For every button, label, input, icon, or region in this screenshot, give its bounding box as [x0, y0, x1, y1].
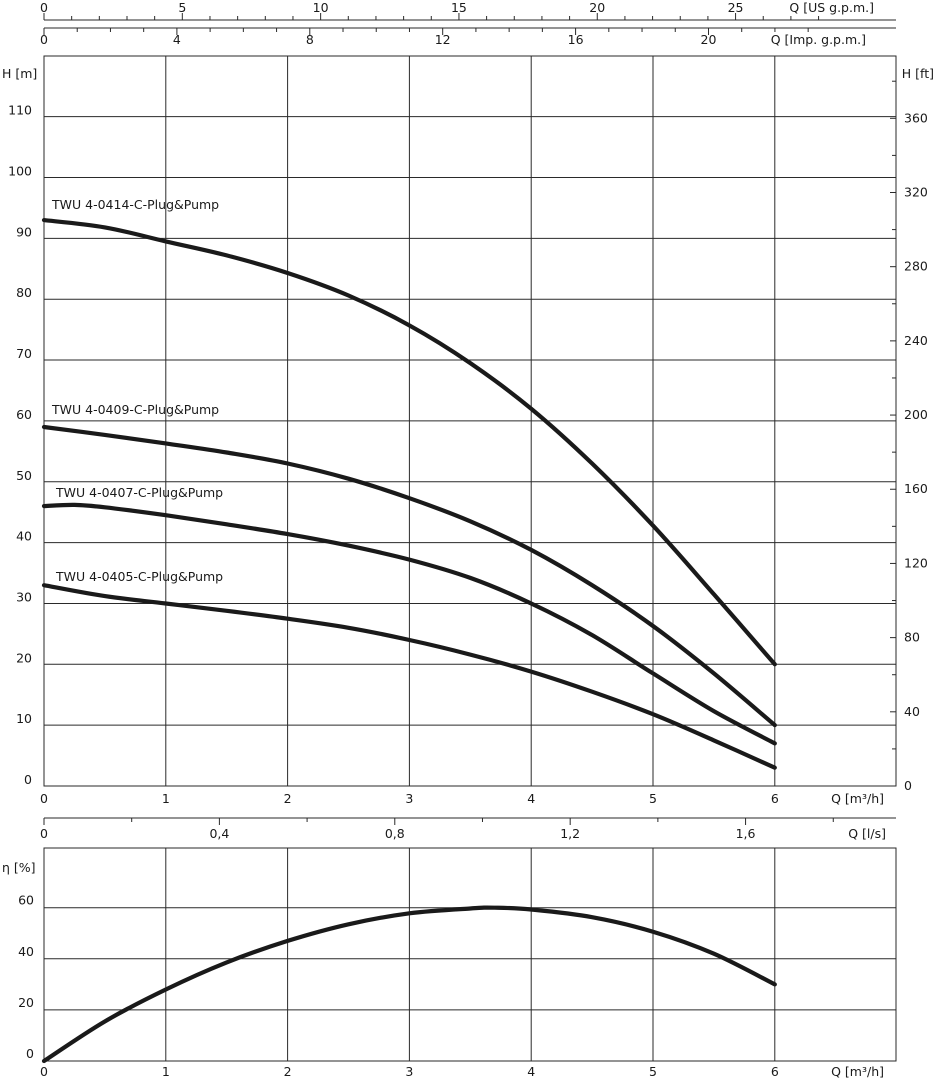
imp-gpm-tick-label: 20 — [701, 32, 717, 47]
head-ft-tick-label: 200 — [904, 407, 928, 422]
head-ft-tick-label: 40 — [904, 704, 920, 719]
head-y-tick-label: 20 — [16, 650, 32, 665]
efficiency-x-tick-label: 4 — [527, 1064, 535, 1079]
efficiency-y-axis-label: η [%] — [2, 860, 36, 875]
ls-tick-label: 1,6 — [736, 826, 756, 841]
head-ft-tick-label: 160 — [904, 481, 928, 496]
ls-tick-label: 0 — [40, 826, 48, 841]
imp-gpm-tick-label: 8 — [306, 32, 314, 47]
head-y-tick-label: 70 — [16, 346, 32, 361]
head-x-tick-label: 4 — [527, 791, 535, 806]
efficiency-x-tick-label: 6 — [771, 1064, 779, 1079]
ls-tick-label: 0,8 — [385, 826, 405, 841]
efficiency-y-tick-label: 40 — [18, 944, 34, 959]
head-y-axis-label: H [m] — [2, 66, 37, 81]
head-y-tick-label: 30 — [16, 589, 32, 604]
head-y-tick-label: 110 — [8, 103, 32, 118]
head-y-tick-label: 90 — [16, 224, 32, 239]
us-gpm-tick-label: 20 — [589, 0, 605, 15]
ls-axis-label: Q [l/s] — [848, 826, 886, 841]
head-y-tick-label: 50 — [16, 468, 32, 483]
us-gpm-axis-label: Q [US g.p.m.] — [789, 0, 874, 15]
us-gpm-tick-label: 0 — [40, 0, 48, 15]
head-ft-tick-label: 360 — [904, 110, 928, 125]
imp-gpm-tick-label: 0 — [40, 32, 48, 47]
head-ft-tick-label: 80 — [904, 630, 920, 645]
us-gpm-tick-label: 25 — [728, 0, 744, 15]
efficiency-x-tick-label: 3 — [405, 1064, 413, 1079]
us-gpm-tick-label: 5 — [178, 0, 186, 15]
efficiency-y-tick-label: 60 — [18, 893, 34, 908]
head-y-tick-label: 100 — [8, 164, 32, 179]
head-curve-label: TWU 4-0414-C-Plug&Pump — [51, 197, 219, 212]
head-curve-label: TWU 4-0407-C-Plug&Pump — [55, 485, 223, 500]
head-x-tick-label: 0 — [40, 791, 48, 806]
head-ft-tick-label: 280 — [904, 259, 928, 274]
ls-tick-label: 1,2 — [560, 826, 580, 841]
head-curve-line — [41, 502, 777, 746]
head-y-tick-label: 0 — [24, 772, 32, 787]
head-ft-tick-label: 120 — [904, 555, 928, 570]
imp-gpm-axis-label: Q [Imp. g.p.m.] — [771, 32, 866, 47]
head-ft-tick-label: 0 — [904, 778, 912, 793]
head-y-tick-label: 80 — [16, 285, 32, 300]
head-ft-tick-label: 240 — [904, 333, 928, 348]
head-x-tick-label: 6 — [771, 791, 779, 806]
efficiency-x-tick-label: 2 — [284, 1064, 292, 1079]
head-x-tick-label: 1 — [162, 791, 170, 806]
head-x-tick-label: 2 — [284, 791, 292, 806]
efficiency-y-tick-label: 0 — [26, 1046, 34, 1061]
efficiency-x-tick-label: 5 — [649, 1064, 657, 1079]
head-curve-label: TWU 4-0409-C-Plug&Pump — [51, 402, 219, 417]
imp-gpm-tick-label: 12 — [435, 32, 451, 47]
head-curve-line — [41, 424, 777, 728]
imp-gpm-tick-label: 16 — [568, 32, 584, 47]
head-x-tick-label: 3 — [405, 791, 413, 806]
head-ft-tick-label: 320 — [904, 184, 928, 199]
head-curve-line — [41, 583, 777, 770]
efficiency-x-tick-label: 0 — [40, 1064, 48, 1079]
us-gpm-tick-label: 10 — [313, 0, 329, 15]
us-gpm-tick-label: 15 — [451, 0, 467, 15]
head-y-tick-label: 10 — [16, 711, 32, 726]
efficiency-curve-line — [41, 905, 777, 1064]
ls-tick-label: 0,4 — [209, 826, 229, 841]
head-x-axis-label: Q [m³/h] — [831, 791, 884, 806]
head-y-tick-label: 60 — [16, 407, 32, 422]
efficiency-x-tick-label: 1 — [162, 1064, 170, 1079]
efficiency-x-axis-label: Q [m³/h] — [831, 1064, 884, 1079]
efficiency-y-tick-label: 20 — [18, 995, 34, 1010]
efficiency-plot-frame — [43, 847, 897, 1062]
imp-gpm-tick-label: 4 — [173, 32, 181, 47]
head-curve-label: TWU 4-0405-C-Plug&Pump — [55, 569, 223, 584]
head-x-tick-label: 5 — [649, 791, 657, 806]
head-y-tick-label: 40 — [16, 529, 32, 544]
head-curve-line — [41, 218, 777, 667]
head-y2-axis-label: H [ft] — [902, 66, 934, 81]
